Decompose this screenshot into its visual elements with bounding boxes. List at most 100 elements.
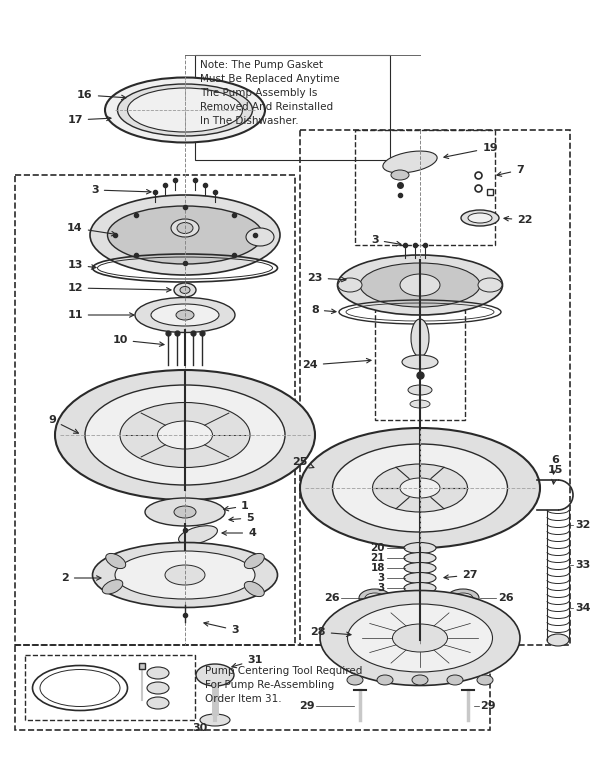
Text: 3: 3 xyxy=(378,583,385,593)
Ellipse shape xyxy=(127,88,242,132)
Ellipse shape xyxy=(120,403,250,468)
Ellipse shape xyxy=(477,675,493,685)
Ellipse shape xyxy=(180,286,190,293)
Bar xyxy=(355,130,495,245)
Ellipse shape xyxy=(177,222,193,234)
Ellipse shape xyxy=(404,562,436,574)
Ellipse shape xyxy=(171,219,199,237)
Ellipse shape xyxy=(391,170,409,180)
Ellipse shape xyxy=(404,582,436,594)
Text: 12: 12 xyxy=(67,283,171,293)
Text: 23: 23 xyxy=(307,273,346,283)
Text: 5: 5 xyxy=(229,513,254,523)
Ellipse shape xyxy=(410,400,430,408)
Ellipse shape xyxy=(117,84,253,136)
Ellipse shape xyxy=(106,553,126,568)
Ellipse shape xyxy=(402,355,438,369)
Ellipse shape xyxy=(447,589,479,607)
Ellipse shape xyxy=(147,667,169,679)
Ellipse shape xyxy=(404,542,436,553)
Ellipse shape xyxy=(200,714,230,726)
Ellipse shape xyxy=(151,304,219,326)
Ellipse shape xyxy=(404,552,436,564)
Ellipse shape xyxy=(408,385,432,395)
Ellipse shape xyxy=(147,697,169,709)
Ellipse shape xyxy=(174,283,196,297)
Text: Pump Centering Tool Required
For Pump Re-Assembling
Order Item 31.: Pump Centering Tool Required For Pump Re… xyxy=(205,666,362,704)
Ellipse shape xyxy=(547,634,569,646)
Text: 14: 14 xyxy=(67,223,116,236)
Ellipse shape xyxy=(338,278,362,292)
Ellipse shape xyxy=(453,593,473,603)
Text: 7: 7 xyxy=(497,165,524,176)
Ellipse shape xyxy=(244,581,264,597)
Text: 22: 22 xyxy=(504,215,533,225)
Text: 32: 32 xyxy=(575,520,590,530)
Ellipse shape xyxy=(447,675,463,685)
Ellipse shape xyxy=(115,551,255,599)
Text: 20: 20 xyxy=(371,543,385,553)
Ellipse shape xyxy=(337,255,503,315)
Ellipse shape xyxy=(93,542,277,607)
Text: 3: 3 xyxy=(91,185,151,195)
Text: 8: 8 xyxy=(311,305,336,315)
Ellipse shape xyxy=(107,206,263,264)
Ellipse shape xyxy=(246,228,274,246)
Text: 28: 28 xyxy=(310,627,351,637)
Ellipse shape xyxy=(377,675,393,685)
Ellipse shape xyxy=(400,478,440,498)
Text: 3: 3 xyxy=(371,235,401,246)
Ellipse shape xyxy=(176,310,194,320)
Ellipse shape xyxy=(347,675,363,685)
Text: 18: 18 xyxy=(371,563,385,573)
Text: 29: 29 xyxy=(299,701,315,711)
Text: 19: 19 xyxy=(444,143,498,158)
Text: 6: 6 xyxy=(551,455,559,474)
Text: 10: 10 xyxy=(112,335,164,346)
Ellipse shape xyxy=(411,319,429,357)
Ellipse shape xyxy=(179,526,218,544)
Text: 4: 4 xyxy=(222,528,256,538)
Ellipse shape xyxy=(320,591,520,685)
Ellipse shape xyxy=(135,297,235,332)
Ellipse shape xyxy=(461,210,499,226)
Bar xyxy=(25,655,195,720)
Ellipse shape xyxy=(348,604,493,672)
Text: 13: 13 xyxy=(67,260,96,270)
Ellipse shape xyxy=(165,565,205,585)
Ellipse shape xyxy=(105,77,265,143)
Ellipse shape xyxy=(333,444,507,532)
Text: 31: 31 xyxy=(232,655,263,668)
Ellipse shape xyxy=(196,664,234,686)
Bar xyxy=(375,310,465,420)
Ellipse shape xyxy=(365,593,385,603)
Ellipse shape xyxy=(147,682,169,694)
Ellipse shape xyxy=(55,370,315,500)
Ellipse shape xyxy=(90,195,280,275)
Text: 34: 34 xyxy=(575,603,590,613)
Ellipse shape xyxy=(145,498,225,526)
Ellipse shape xyxy=(468,213,492,223)
Ellipse shape xyxy=(478,278,502,292)
Ellipse shape xyxy=(102,580,123,594)
Ellipse shape xyxy=(372,464,467,512)
Text: 1: 1 xyxy=(224,501,249,511)
Text: 26: 26 xyxy=(324,593,340,603)
Ellipse shape xyxy=(85,385,285,485)
Text: 2: 2 xyxy=(61,573,101,583)
Text: 3: 3 xyxy=(204,622,239,635)
Ellipse shape xyxy=(158,421,212,449)
Bar xyxy=(15,175,295,645)
Ellipse shape xyxy=(404,572,436,584)
Text: 30: 30 xyxy=(192,723,208,733)
Ellipse shape xyxy=(300,428,540,548)
Text: 15: 15 xyxy=(548,465,563,484)
Text: 29: 29 xyxy=(480,701,496,711)
Bar xyxy=(300,130,570,645)
Text: 17: 17 xyxy=(67,115,111,125)
Text: 25: 25 xyxy=(292,457,314,468)
Text: 33: 33 xyxy=(575,560,590,570)
Ellipse shape xyxy=(174,506,196,518)
Text: 9: 9 xyxy=(48,415,78,433)
Ellipse shape xyxy=(244,553,264,568)
